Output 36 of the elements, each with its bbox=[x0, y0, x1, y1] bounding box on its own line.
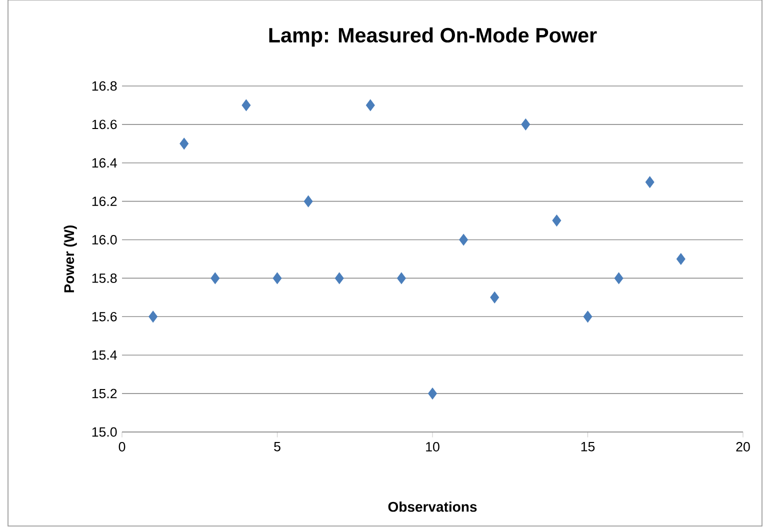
point bbox=[614, 272, 624, 284]
point bbox=[304, 195, 313, 208]
y-tick-label: 15.0 bbox=[92, 427, 117, 437]
x-tick-label: 0 bbox=[118, 442, 126, 452]
point bbox=[272, 272, 282, 284]
y-tick-label: 15.8 bbox=[92, 273, 117, 283]
x-tick-label: 5 bbox=[274, 442, 280, 452]
point bbox=[428, 388, 437, 400]
y-tick-label: 16.2 bbox=[92, 196, 117, 206]
point bbox=[645, 176, 654, 188]
y-tick-label: 16.6 bbox=[92, 120, 117, 130]
x-axis-title: Observations bbox=[388, 502, 477, 512]
point bbox=[490, 292, 500, 304]
point bbox=[552, 214, 562, 226]
y-tick-label: 16.4 bbox=[92, 158, 117, 168]
point bbox=[459, 234, 468, 246]
point bbox=[148, 310, 158, 323]
point bbox=[583, 310, 592, 323]
point bbox=[210, 272, 220, 284]
chart-title: Lamp: Measured On-Mode Power bbox=[269, 27, 597, 47]
y-tick-label: 16.8 bbox=[92, 81, 117, 91]
y-axis-title: Power (W) bbox=[64, 225, 77, 292]
y-tick-label: 16.0 bbox=[92, 235, 117, 244]
y-tick-label: 15.2 bbox=[92, 388, 117, 398]
y-tick-label: 15.6 bbox=[92, 312, 117, 322]
x-tick-label: 15 bbox=[581, 442, 595, 452]
x-tick-label: 20 bbox=[736, 442, 750, 452]
point bbox=[180, 138, 189, 150]
point bbox=[396, 272, 406, 284]
x-tick-label: 10 bbox=[426, 442, 440, 452]
point bbox=[521, 118, 530, 130]
y-tick-label: 15.4 bbox=[92, 350, 117, 360]
point bbox=[242, 99, 251, 112]
point bbox=[334, 272, 344, 284]
point bbox=[676, 253, 686, 265]
point bbox=[366, 99, 375, 112]
